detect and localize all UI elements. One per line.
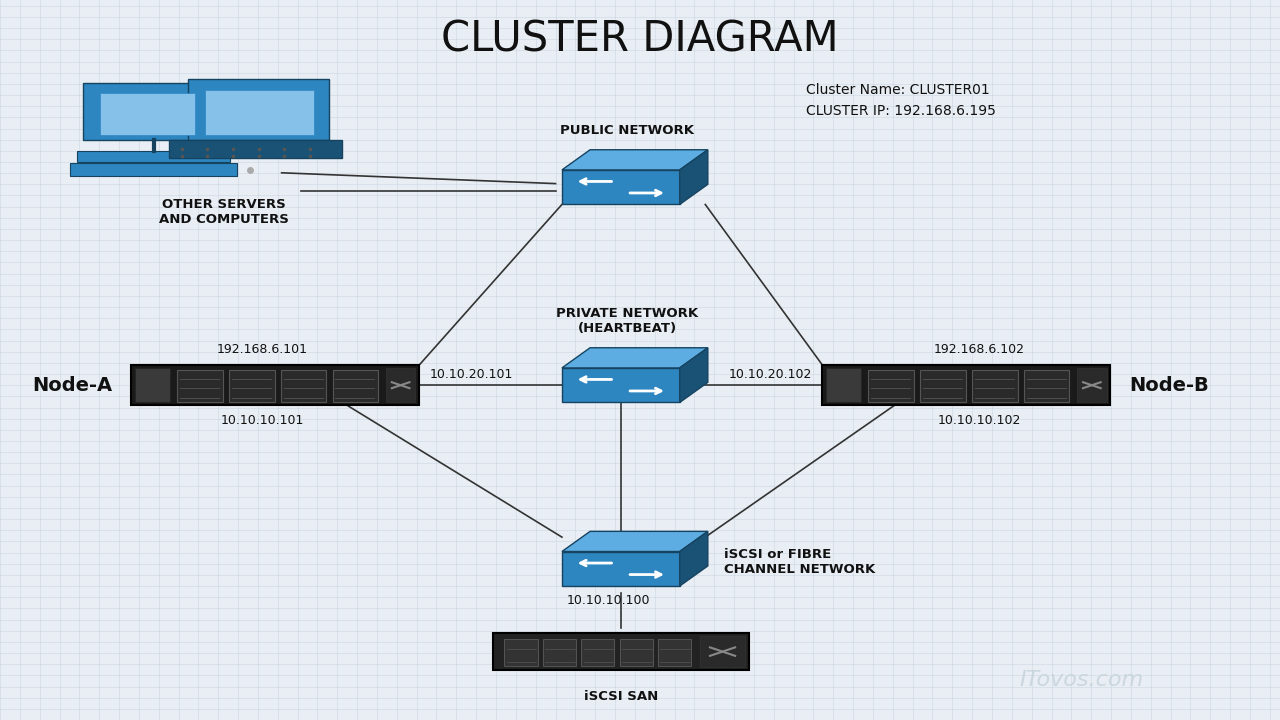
FancyBboxPatch shape	[1078, 368, 1106, 402]
Text: PRIVATE NETWORK
(HEARTBEAT): PRIVATE NETWORK (HEARTBEAT)	[556, 307, 699, 335]
Text: ITovos.com: ITovos.com	[1020, 670, 1143, 690]
FancyBboxPatch shape	[205, 90, 314, 135]
Polygon shape	[680, 150, 708, 204]
Polygon shape	[562, 552, 680, 586]
FancyBboxPatch shape	[920, 370, 966, 402]
Text: Node-B: Node-B	[1130, 376, 1210, 395]
FancyBboxPatch shape	[387, 368, 415, 402]
FancyBboxPatch shape	[100, 93, 195, 135]
FancyBboxPatch shape	[493, 633, 749, 670]
FancyBboxPatch shape	[973, 370, 1018, 402]
Text: Node-A: Node-A	[32, 376, 113, 395]
Polygon shape	[680, 531, 708, 586]
FancyBboxPatch shape	[620, 639, 653, 666]
Text: iSCSI or FIBRE
CHANNEL NETWORK: iSCSI or FIBRE CHANNEL NETWORK	[724, 548, 876, 575]
FancyBboxPatch shape	[504, 639, 538, 666]
FancyBboxPatch shape	[229, 370, 275, 402]
FancyBboxPatch shape	[658, 639, 691, 666]
FancyBboxPatch shape	[333, 370, 379, 402]
Text: CLUSTER DIAGRAM: CLUSTER DIAGRAM	[442, 19, 838, 60]
FancyBboxPatch shape	[581, 639, 614, 666]
FancyBboxPatch shape	[178, 370, 223, 402]
FancyBboxPatch shape	[83, 83, 211, 140]
Text: 10.10.10.101: 10.10.10.101	[220, 414, 305, 427]
FancyBboxPatch shape	[136, 368, 170, 402]
Polygon shape	[562, 150, 708, 170]
Text: 10.10.20.102: 10.10.20.102	[728, 368, 813, 381]
Polygon shape	[562, 348, 708, 368]
Text: OTHER SERVERS
AND COMPUTERS: OTHER SERVERS AND COMPUTERS	[159, 199, 289, 226]
FancyBboxPatch shape	[869, 370, 914, 402]
Text: 10.10.20.101: 10.10.20.101	[430, 368, 513, 381]
FancyBboxPatch shape	[188, 79, 329, 140]
FancyBboxPatch shape	[827, 368, 860, 402]
FancyBboxPatch shape	[700, 636, 745, 667]
Text: 192.168.6.101: 192.168.6.101	[216, 343, 308, 356]
Polygon shape	[562, 531, 708, 552]
Text: 10.10.10.102: 10.10.10.102	[937, 414, 1021, 427]
FancyBboxPatch shape	[131, 365, 420, 405]
Text: iSCSI SAN: iSCSI SAN	[584, 690, 658, 703]
FancyBboxPatch shape	[70, 163, 237, 176]
FancyBboxPatch shape	[543, 639, 576, 666]
FancyBboxPatch shape	[169, 140, 342, 158]
Polygon shape	[562, 170, 680, 204]
Polygon shape	[562, 368, 680, 402]
FancyBboxPatch shape	[77, 151, 230, 162]
Polygon shape	[680, 348, 708, 402]
Text: PUBLIC NETWORK: PUBLIC NETWORK	[561, 124, 694, 137]
FancyBboxPatch shape	[1024, 370, 1070, 402]
Text: Cluster Name: CLUSTER01
CLUSTER IP: 192.168.6.195: Cluster Name: CLUSTER01 CLUSTER IP: 192.…	[806, 84, 996, 118]
Text: 192.168.6.102: 192.168.6.102	[933, 343, 1025, 356]
FancyBboxPatch shape	[823, 365, 1110, 405]
Text: 10.10.10.100: 10.10.10.100	[566, 594, 650, 607]
FancyBboxPatch shape	[282, 370, 326, 402]
